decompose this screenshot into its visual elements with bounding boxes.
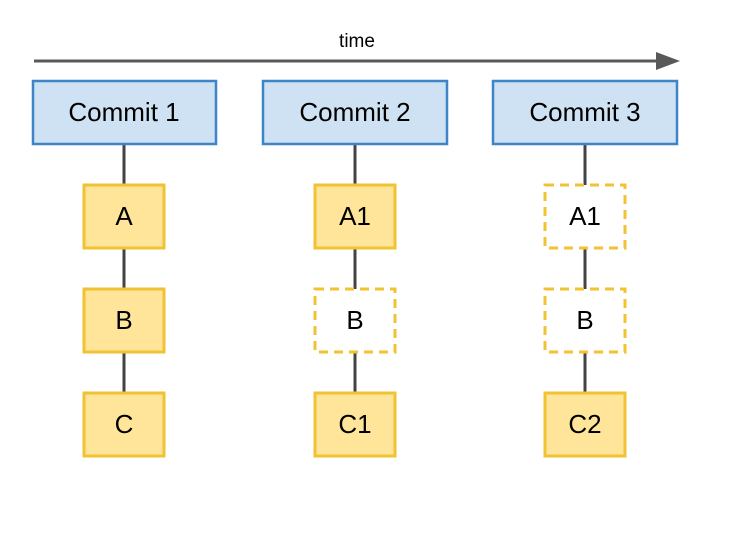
file-label: B bbox=[346, 305, 363, 335]
file-label: B bbox=[576, 305, 593, 335]
commit-label: Commit 3 bbox=[529, 97, 640, 127]
file-box-solid bbox=[82, 391, 166, 458]
commit-box bbox=[31, 79, 218, 146]
file-box-solid bbox=[82, 183, 166, 250]
commit-label: Commit 2 bbox=[299, 97, 410, 127]
time-axis: time bbox=[34, 31, 680, 70]
connectors bbox=[122, 145, 587, 393]
file-label: C bbox=[115, 409, 134, 439]
file-box-solid bbox=[313, 183, 397, 250]
file-label: A1 bbox=[339, 201, 371, 231]
file-box-dashed bbox=[543, 287, 627, 354]
commit-column-3: Commit 3 A1 B C2 bbox=[491, 79, 679, 458]
file-box-solid bbox=[543, 391, 627, 458]
time-label: time bbox=[339, 31, 375, 52]
file-box-dashed bbox=[543, 183, 627, 250]
commit-label: Commit 1 bbox=[68, 97, 179, 127]
commit-column-1: Commit 1 A B C bbox=[31, 79, 218, 458]
file-label: C2 bbox=[568, 409, 601, 439]
file-label: A1 bbox=[569, 201, 601, 231]
commit-box bbox=[491, 79, 679, 146]
file-label: B bbox=[115, 305, 132, 335]
time-arrowhead-icon bbox=[656, 52, 680, 70]
file-box-solid bbox=[82, 287, 166, 354]
file-label: C1 bbox=[338, 409, 371, 439]
file-box-solid bbox=[313, 391, 397, 458]
commit-column-2: Commit 2 A1 B C1 bbox=[261, 79, 449, 458]
file-box-dashed bbox=[313, 287, 397, 354]
file-label: A bbox=[115, 201, 133, 231]
commit-box bbox=[261, 79, 449, 146]
